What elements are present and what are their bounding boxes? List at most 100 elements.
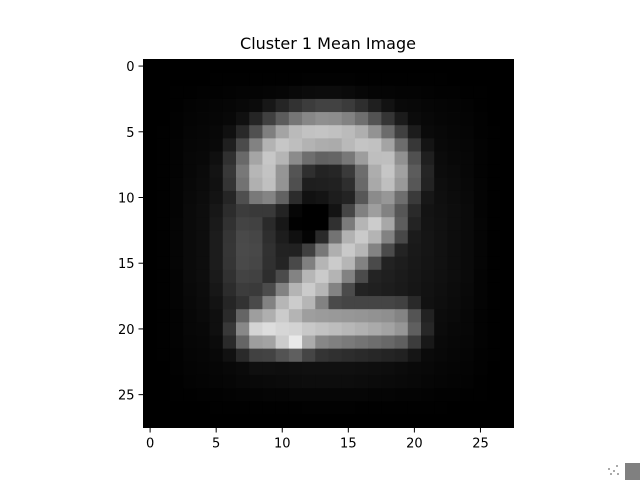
heatmap-cell xyxy=(500,296,514,310)
heatmap-cell xyxy=(500,151,514,166)
heatmap-cell xyxy=(447,177,462,192)
heatmap-cell xyxy=(196,98,210,113)
heatmap-cell xyxy=(473,112,488,126)
heatmap-cell xyxy=(421,282,435,297)
heatmap-cell xyxy=(143,335,158,350)
heatmap-cell xyxy=(354,190,369,205)
heatmap-cell xyxy=(302,296,316,310)
heatmap-cell xyxy=(249,112,263,126)
heatmap-cell xyxy=(315,151,329,166)
heatmap-cell xyxy=(302,256,316,271)
heatmap-cell xyxy=(236,138,250,152)
heatmap-cell xyxy=(143,125,158,139)
heatmap-cell xyxy=(381,243,395,258)
heatmap-cell xyxy=(368,72,382,87)
heatmap-cell xyxy=(473,414,488,428)
heatmap-cell xyxy=(394,309,409,323)
heatmap-cell xyxy=(169,374,184,389)
heatmap-cell xyxy=(500,309,514,323)
heatmap-cell xyxy=(500,374,514,389)
heatmap-cell xyxy=(249,282,263,297)
heatmap-cell xyxy=(288,204,303,218)
heatmap-cell xyxy=(381,72,395,87)
heatmap-cell xyxy=(169,125,184,139)
heatmap-cell xyxy=(156,230,171,244)
heatmap-cell xyxy=(275,243,290,258)
heatmap-cell xyxy=(487,85,501,100)
heatmap-cell xyxy=(196,204,210,218)
heatmap-cell xyxy=(341,296,356,310)
heatmap-cell xyxy=(143,177,158,192)
heatmap-cell xyxy=(169,72,184,87)
heatmap-cell xyxy=(354,98,369,113)
heatmap-cell xyxy=(209,177,224,192)
heatmap-cell xyxy=(143,72,158,87)
heatmap-cell xyxy=(236,309,250,323)
heatmap-cell xyxy=(315,112,329,126)
heatmap-cell xyxy=(447,98,462,113)
heatmap-cell xyxy=(183,243,197,258)
heatmap-cell xyxy=(302,414,316,428)
heatmap-cell xyxy=(183,296,197,310)
heatmap-cell xyxy=(460,98,475,113)
x-tick-label: 5 xyxy=(212,437,220,452)
heatmap-cell xyxy=(394,335,409,350)
heatmap-cell xyxy=(381,388,395,402)
heatmap-cell xyxy=(354,374,369,389)
heatmap-cell xyxy=(407,256,422,271)
heatmap-cell xyxy=(447,309,462,323)
heatmap-cell xyxy=(315,282,329,297)
heatmap-cell xyxy=(487,177,501,192)
heatmap-cell xyxy=(447,401,462,415)
heatmap-cell xyxy=(288,309,303,323)
heatmap-cell xyxy=(407,72,422,87)
heatmap-cell xyxy=(407,243,422,258)
heatmap-cell xyxy=(328,98,343,113)
heatmap-cell xyxy=(169,164,184,179)
heatmap-cell xyxy=(302,112,316,126)
heatmap-cell xyxy=(328,388,343,402)
heatmap-cell xyxy=(434,204,448,218)
heatmap-cell xyxy=(341,335,356,350)
heatmap-cell xyxy=(421,335,435,350)
heatmap-cell xyxy=(169,414,184,428)
heatmap-cell xyxy=(262,243,277,258)
heatmap-cell xyxy=(249,309,263,323)
heatmap-cell xyxy=(196,388,210,402)
heatmap-cell xyxy=(275,256,290,271)
heatmap-cell xyxy=(500,256,514,271)
heatmap-cell xyxy=(368,309,382,323)
heatmap-cell xyxy=(183,256,197,271)
heatmap-cell xyxy=(460,388,475,402)
heatmap-cell xyxy=(381,190,395,205)
heatmap-cell xyxy=(236,374,250,389)
heatmap-cell xyxy=(354,230,369,244)
heatmap-cell xyxy=(394,138,409,152)
heatmap-cell xyxy=(222,401,237,415)
heatmap-cell xyxy=(407,217,422,231)
heatmap-cell xyxy=(341,322,356,336)
heatmap-cell xyxy=(407,296,422,310)
heatmap-cell xyxy=(288,98,303,113)
heatmap-cell xyxy=(500,269,514,284)
heatmap-cell xyxy=(500,98,514,113)
heatmap-cell xyxy=(500,177,514,192)
heatmap-cell xyxy=(421,59,435,74)
heatmap-cell xyxy=(249,361,263,376)
heatmap-cell xyxy=(460,72,475,87)
heatmap-cell xyxy=(487,217,501,231)
heatmap-cell xyxy=(421,309,435,323)
y-tick-label: 5 xyxy=(126,126,134,141)
heatmap-cell xyxy=(341,85,356,100)
heatmap-cell xyxy=(302,204,316,218)
heatmap-cell xyxy=(222,59,237,74)
heatmap-cell xyxy=(487,243,501,258)
heatmap-cell xyxy=(447,414,462,428)
heatmap-cell xyxy=(262,282,277,297)
heatmap-cell xyxy=(487,388,501,402)
heatmap-cell xyxy=(460,204,475,218)
heatmap-cell xyxy=(473,230,488,244)
heatmap-cell xyxy=(487,335,501,350)
heatmap-cell xyxy=(236,269,250,284)
